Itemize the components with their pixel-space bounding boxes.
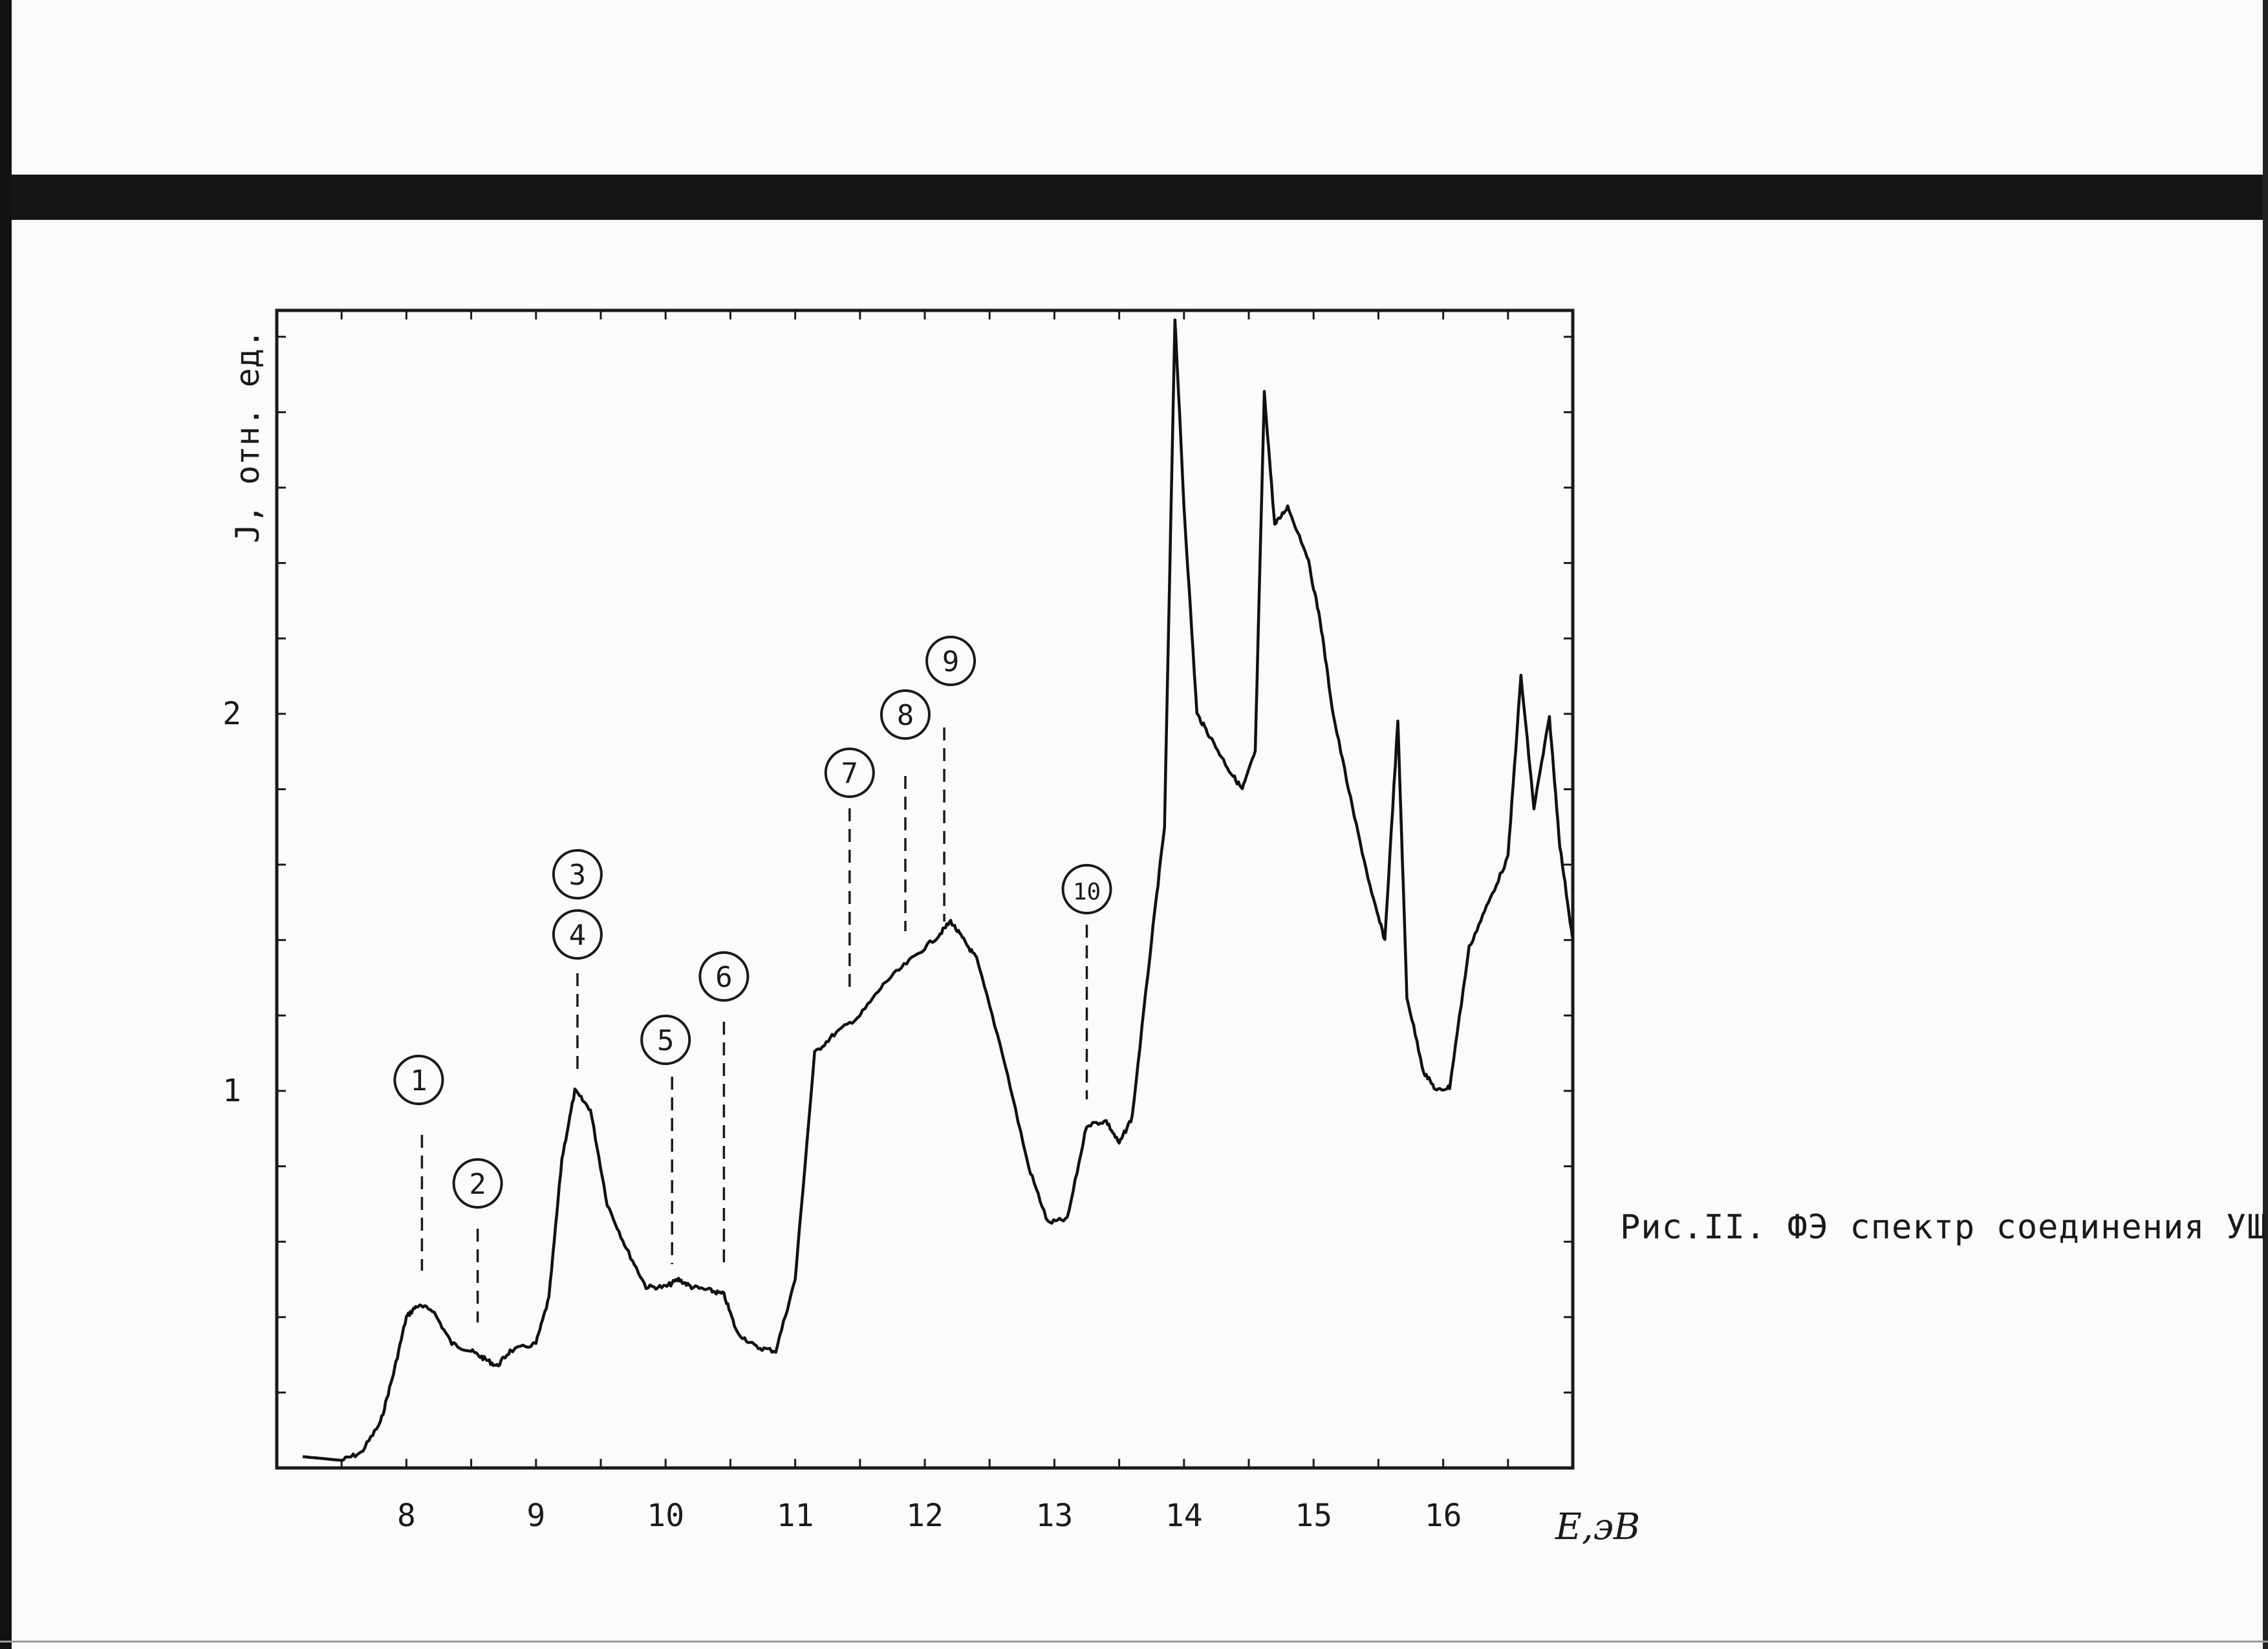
peak-marker-circle xyxy=(698,951,750,1002)
plot-frame-group xyxy=(275,308,1575,1470)
x-tick-label: 14 xyxy=(1165,1498,1203,1534)
y-axis-label: J, отн. ед. xyxy=(229,329,266,543)
spectrum-line xyxy=(302,318,1575,1462)
x-tick-labels: 8 9 10 11 12 13 14 15 16 xyxy=(397,1498,1462,1534)
y-tick-label: 1 xyxy=(222,1073,241,1109)
peak-marker-circle xyxy=(824,748,875,798)
peak-marker-circle xyxy=(925,636,977,686)
scan-dark-band xyxy=(12,175,2263,220)
x-tick-label: 8 xyxy=(397,1498,416,1534)
peak-marker-label: 3 xyxy=(569,859,587,892)
peak-marker-label: 2 xyxy=(469,1168,486,1201)
plot-frame xyxy=(275,308,1575,1470)
x-axis-label: E,эВ xyxy=(1555,1506,1640,1548)
peak-marker-circle xyxy=(452,1158,503,1209)
x-tick-label: 9 xyxy=(526,1498,545,1534)
peak-marker-label: 6 xyxy=(715,961,733,994)
peak-marker-label: 5 xyxy=(657,1024,675,1057)
peak-marker-circle xyxy=(640,1015,691,1065)
peak-marker-circle xyxy=(552,909,603,960)
x-tick-label: 16 xyxy=(1425,1498,1462,1534)
x-tick-label: 15 xyxy=(1295,1498,1332,1534)
marker-labels: 1 2 3 4 5 6 7 89 10 xyxy=(393,636,1112,1209)
peak-marker-label: 10 xyxy=(1073,879,1101,905)
y-ticks xyxy=(277,336,1573,1394)
peak-marker-circle xyxy=(393,1055,444,1105)
x-tick-label: 12 xyxy=(906,1498,944,1534)
peak-marker-label: 9 xyxy=(942,645,960,678)
peak-marker-label: 4 xyxy=(569,919,587,952)
peak-marker-circle xyxy=(1061,864,1112,914)
peak-marker-label: 8 xyxy=(897,699,914,732)
y-tick-label: 2 xyxy=(222,696,241,732)
scan-bottom-line xyxy=(0,1641,2268,1643)
x-tick-label: 10 xyxy=(647,1498,684,1534)
x-ticks xyxy=(275,310,1574,1468)
peak-marker-label: 7 xyxy=(841,757,859,790)
x-tick-label: 13 xyxy=(1036,1498,1074,1534)
scan-left-edge xyxy=(0,0,12,1649)
peak-marker-circle xyxy=(880,689,931,740)
x-tick-label: 11 xyxy=(777,1498,814,1534)
peak-marker-label: 1 xyxy=(410,1064,427,1097)
scan-right-edge xyxy=(2263,0,2268,1649)
figure-caption: Рис.II. ФЭ спектр соединения УШ. xyxy=(1620,1208,2268,1247)
y-tick-labels: 12 xyxy=(222,696,241,1109)
peak-marker-circle xyxy=(552,849,603,900)
marker-lines xyxy=(420,727,1088,1322)
